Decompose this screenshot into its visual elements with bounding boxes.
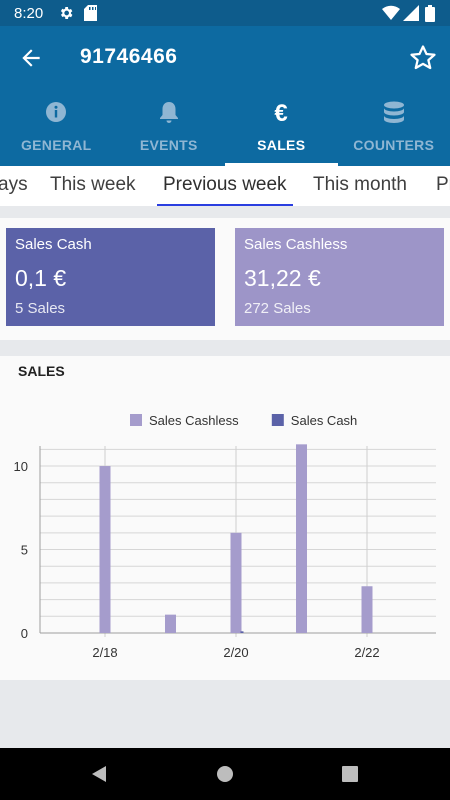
period-label: Previous week [163, 174, 287, 195]
card-title: Sales Cashless [244, 236, 348, 253]
tab-label: COUNTERS [353, 137, 435, 153]
wifi-icon [382, 5, 400, 21]
nav-back-icon[interactable] [88, 762, 112, 786]
legend-swatch [271, 414, 284, 426]
card-count: 272 Sales [244, 300, 311, 317]
period-previous-week[interactable]: Previous week [157, 174, 293, 206]
chart-heading: SALES [18, 363, 65, 379]
bar-sales-cash [240, 631, 244, 633]
period-last-days[interactable]: ays [0, 174, 28, 195]
card-amount: 31,22 € [244, 265, 321, 291]
x-tick-label: 2/20 [223, 645, 248, 660]
status-time: 8:20 [14, 5, 44, 22]
period-selector: ays This week Previous week This month P… [0, 166, 450, 206]
bar-sales-cashless [296, 444, 307, 633]
y-tick-label: 0 [21, 626, 28, 641]
tab-sales[interactable]: € SALES [225, 92, 338, 166]
card-count: 5 Sales [15, 300, 66, 317]
sales-chart-card: 0 5 10 2/18 2/20 2/22 Sales Cashless Sales Cash… [0, 356, 450, 680]
legend-swatch [130, 414, 142, 426]
euro-icon: € [225, 100, 338, 126]
legend-label: Sales Cashless [149, 413, 239, 428]
bell-icon [113, 100, 226, 126]
active-tab-indicator [225, 163, 338, 166]
sales-cash-card[interactable]: Sales Cash 0,1 € 5 Sales [6, 228, 215, 326]
tab-counters[interactable]: COUNTERS [338, 92, 450, 166]
info-icon [0, 100, 113, 126]
x-tick-label: 2/18 [92, 645, 117, 660]
tab-events[interactable]: EVENTS [113, 92, 226, 166]
bar-sales-cashless [165, 614, 176, 633]
database-icon [338, 100, 450, 126]
svg-text:€: € [275, 100, 288, 126]
tab-label: SALES [257, 137, 306, 153]
card-amount: 0,1 € [15, 265, 67, 291]
tab-general[interactable]: GENERAL [0, 92, 113, 166]
bar-sales-cashless [361, 586, 373, 633]
legend-label: Sales Cash [291, 413, 357, 428]
tab-label: EVENTS [139, 137, 198, 153]
back-arrow-icon[interactable] [18, 45, 44, 71]
star-favorite-icon[interactable] [408, 43, 438, 73]
tab-label: GENERAL [20, 137, 92, 153]
sales-summary: Sales Cash 0,1 € 5 Sales Sales Cashless … [0, 218, 450, 340]
period-previous-month[interactable]: Pr [436, 174, 450, 195]
sales-cashless-card[interactable]: Sales Cashless 31,22 € 272 Sales [235, 228, 444, 326]
period-this-month[interactable]: This month [313, 174, 407, 195]
nav-recents-icon[interactable] [338, 762, 362, 786]
y-tick-label: 5 [21, 543, 28, 558]
period-this-week[interactable]: This week [50, 174, 136, 195]
bar-sales-cashless [99, 466, 111, 633]
active-period-indicator [157, 204, 293, 206]
app-bar: 91746466 [0, 26, 450, 92]
settings-icon [58, 5, 74, 21]
system-nav-bar [0, 748, 450, 800]
sales-bar-chart: 0 5 10 2/18 2/20 2/22 Sales Cashless Sales Cash [14, 413, 436, 660]
x-tick-label: 2/22 [354, 645, 379, 660]
page-title: 91746466 [80, 45, 178, 68]
bar-sales-cashless [230, 532, 242, 633]
tab-bar: GENERAL EVENTS € SALES COUNTERS [0, 92, 450, 166]
card-title: Sales Cash [15, 236, 92, 253]
battery-icon [425, 5, 435, 22]
sd-card-icon [84, 5, 97, 21]
signal-icon [403, 5, 419, 21]
status-bar: 8:20 [0, 0, 450, 26]
nav-home-icon[interactable] [213, 762, 237, 786]
y-tick-label: 10 [14, 459, 28, 474]
